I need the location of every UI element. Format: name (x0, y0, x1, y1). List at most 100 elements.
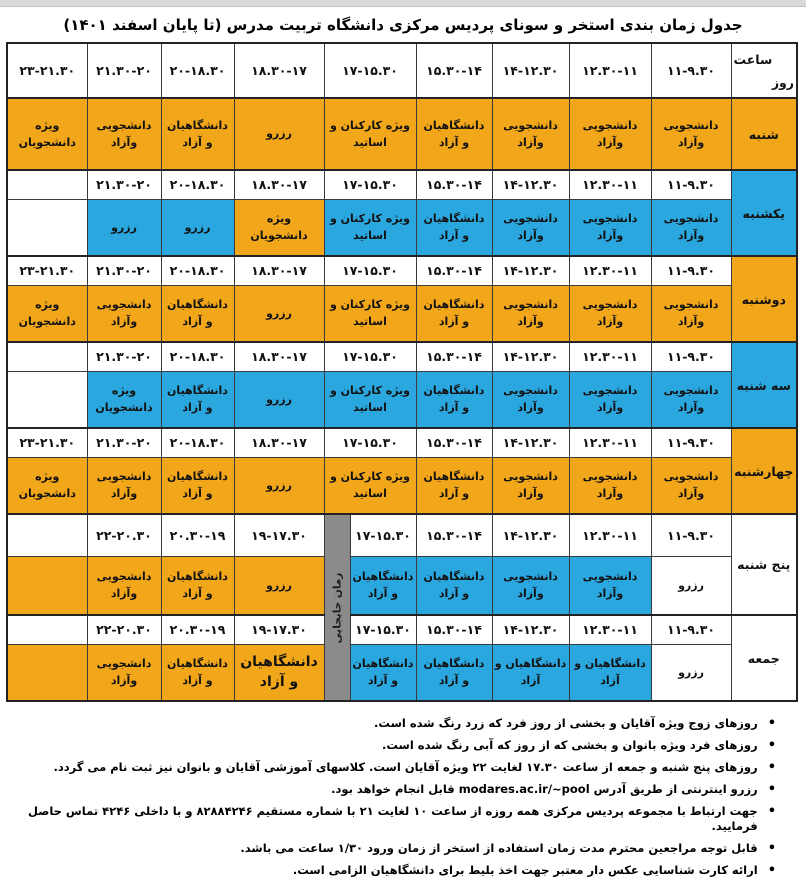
day-row-thursday: رزرو دانشجویی وآزاد دانشجویی وآزاد دانشگ… (6, 555, 797, 616)
slot-cell: ویژه کارکنان و اساتید (323, 370, 417, 429)
footnote-text: رزرو اینترنتی از طریق آدرس modares.ac.ir… (331, 781, 758, 796)
time-cell: ۲۲-۲۰.۳۰ (86, 513, 162, 557)
day-cell: جمعه (730, 614, 798, 702)
corner-day-label: روز (771, 74, 794, 90)
time-cell: ۱۱-۹.۳۰ (650, 341, 732, 372)
bullet-icon: • (767, 716, 776, 731)
slot-cell: ویژه دانشجویان (6, 456, 88, 515)
time-cell: ۱۷-۱۵.۳۰ (323, 42, 417, 99)
slot-cell: رزرو (650, 643, 732, 702)
footnotes-list: • روزهای زوج ویژه آقایان و بخشی از روز فر… (8, 716, 776, 878)
empty-cell (6, 513, 88, 557)
time-cell: ۲۰-۱۸.۳۰ (160, 169, 235, 200)
footnote-item: • جهت ارتباط با مجموعه پردیس مرکزی همه رو… (8, 804, 776, 834)
slot-cell: دانشجویی وآزاد (491, 284, 570, 343)
footnote-item: • روزهای پنج شنبه و جمعه از ساعت ۱۷.۳۰ لغ… (8, 760, 776, 775)
slot-cell: دانشگاهیان و آزاد (233, 643, 325, 702)
slot-cell: دانشگاهیان و آزاد (349, 643, 417, 702)
footnote-text: جهت ارتباط با مجموعه پردیس مرکزی همه روز… (27, 803, 758, 833)
time-cell: ۲۱.۳۰-۲۰ (86, 169, 162, 200)
slot-cell: رزرو (233, 97, 325, 171)
slot-cell: دانشگاهیان و آزاد (415, 284, 493, 343)
time-cell: ۲۰-۱۸.۳۰ (160, 341, 235, 372)
day-cell: شنبه (730, 97, 798, 171)
slot-cell: دانشجویی وآزاد (86, 97, 162, 171)
day-cell: یکشنبه (730, 169, 798, 257)
transition-cell: زمان جابجایی (323, 513, 351, 702)
time-cell: ۱۵.۳۰-۱۴ (415, 513, 493, 557)
slot-cell: دانشجویی وآزاد (568, 284, 652, 343)
time-cell: ۲۰-۱۸.۳۰ (160, 427, 235, 458)
time-cell: ۱۴-۱۲.۳۰ (491, 255, 570, 286)
bullet-icon: • (767, 840, 776, 856)
time-cell: ۲۲-۲۰.۳۰ (86, 614, 162, 645)
slot-cell: دانشجویی وآزاد (568, 97, 652, 171)
time-cell: ۱۲.۳۰-۱۱ (568, 42, 652, 99)
slot-cell: دانشجویی وآزاد (568, 370, 652, 429)
slot-cell: دانشجویی وآزاد (650, 284, 732, 343)
time-cell: ۱۱-۹.۳۰ (650, 614, 732, 645)
slot-cell: ویژه دانشجویان (6, 284, 88, 343)
slot-cell: دانشگاهیان و آزاد (415, 456, 493, 515)
time-cell: ۱۴-۱۲.۳۰ (491, 42, 570, 99)
slot-cell: دانشگاهیان و آزاد (349, 555, 417, 616)
time-cell: ۱۱-۹.۳۰ (650, 169, 732, 200)
day-row-monday: دانشجویی وآزاد دانشجویی وآزاد دانشجویی و… (6, 284, 797, 343)
time-cell: ۱۱-۹.۳۰ (650, 42, 732, 99)
scan-edge-bar (0, 0, 806, 7)
footnote-text: روزهای پنج شنبه و جمعه از ساعت ۱۷.۳۰ لغا… (53, 759, 758, 774)
time-cell: ۱۸.۳۰-۱۷ (233, 42, 325, 99)
slot-cell: دانشجویی وآزاد (491, 97, 570, 171)
time-row-tuesday: سه شنبه ۱۱-۹.۳۰ ۱۲.۳۰-۱۱ ۱۴-۱۲.۳۰ ۱۵.۳۰-… (6, 341, 798, 429)
slot-cell: دانشجویی وآزاد (650, 456, 732, 515)
slot-cell: ویژه کارکنان و اساتید (323, 456, 417, 515)
slot-cell: دانشگاهیان و آزاد (160, 284, 235, 343)
slot-cell: ویژه کارکنان و اساتید (323, 97, 417, 171)
slot-cell: دانشجویی وآزاد (491, 370, 570, 429)
empty-cell (6, 341, 88, 372)
empty-cell (6, 614, 88, 645)
slot-cell: دانشجویی وآزاد (491, 555, 570, 616)
time-cell: ۱۲.۳۰-۱۱ (568, 614, 652, 645)
time-cell: ۱۴-۱۲.۳۰ (491, 513, 570, 557)
time-cell: ۲۰-۱۸.۳۰ (160, 42, 235, 99)
slot-cell: دانشگاهیان و آزاد (491, 643, 570, 702)
time-cell: ۱۲.۳۰-۱۱ (568, 169, 652, 200)
slot-cell: رزرو (233, 555, 325, 616)
slot-cell: ویژه کارکنان و اساتید (323, 284, 417, 343)
slot-cell: رزرو (233, 284, 325, 343)
time-cell: ۲۰-۱۸.۳۰ (160, 255, 235, 286)
time-cell: ۱۸.۳۰-۱۷ (233, 341, 325, 372)
slot-cell: دانشگاهیان و آزاد (415, 198, 493, 257)
time-cell: ۱۴-۱۲.۳۰ (491, 341, 570, 372)
time-cell: ۱۴-۱۲.۳۰ (491, 169, 570, 200)
slot-cell: دانشگاهیان و آزاد (415, 643, 493, 702)
footnote-item: • روزهای زوج ویژه آقایان و بخشی از روز فر… (8, 716, 776, 731)
day-cell: چهارشنبه (730, 427, 798, 515)
time-cell: ۱۵.۳۰-۱۴ (415, 255, 493, 286)
footnote-item: • ارائه کارت شناسایی عکس دار معتبر جهت اخ… (8, 863, 776, 878)
time-cell: ۱۷-۱۵.۳۰ (323, 427, 417, 458)
time-cell: ۱۵.۳۰-۱۴ (415, 614, 493, 645)
time-cell: ۱۹-۱۷.۳۰ (233, 614, 325, 645)
bullet-icon: • (767, 781, 776, 797)
slot-cell: دانشجویی وآزاد (568, 456, 652, 515)
time-cell: ۱۴-۱۲.۳۰ (491, 427, 570, 458)
bullet-icon: • (767, 803, 776, 819)
footnote-text: روزهای زوج ویژه آقایان و بخشی از روز فرد… (374, 716, 758, 730)
time-cell: ۱۵.۳۰-۱۴ (415, 42, 493, 99)
time-cell: ۱۲.۳۰-۱۱ (568, 427, 652, 458)
time-cell: ۱۲.۳۰-۱۱ (568, 513, 652, 557)
empty-cell (6, 169, 88, 200)
time-row-thursday: پنج شنبه ۱۱-۹.۳۰ ۱۲.۳۰-۱۱ ۱۴-۱۲.۳۰ ۱۵.۳۰… (6, 513, 798, 702)
day-row-wednesday: دانشجویی وآزاد دانشجویی وآزاد دانشجویی و… (6, 456, 797, 515)
slot-cell: رزرو (650, 555, 732, 616)
bullet-icon: • (767, 862, 776, 878)
day-row-saturday: شنبه دانشجویی وآزاد دانشجویی وآزاد دانشج… (6, 97, 798, 171)
time-row-friday: جمعه ۱۱-۹.۳۰ ۱۲.۳۰-۱۱ ۱۴-۱۲.۳۰ ۱۵.۳۰-۱۴ … (6, 614, 798, 702)
slot-cell: دانشگاهیان و آزاد (415, 370, 493, 429)
slot-cell: ویژه دانشجویان (86, 370, 162, 429)
day-row-sunday: دانشجویی وآزاد دانشجویی وآزاد دانشجویی و… (6, 198, 797, 257)
time-cell: ۱۵.۳۰-۱۴ (415, 427, 493, 458)
empty-cell (6, 370, 88, 429)
